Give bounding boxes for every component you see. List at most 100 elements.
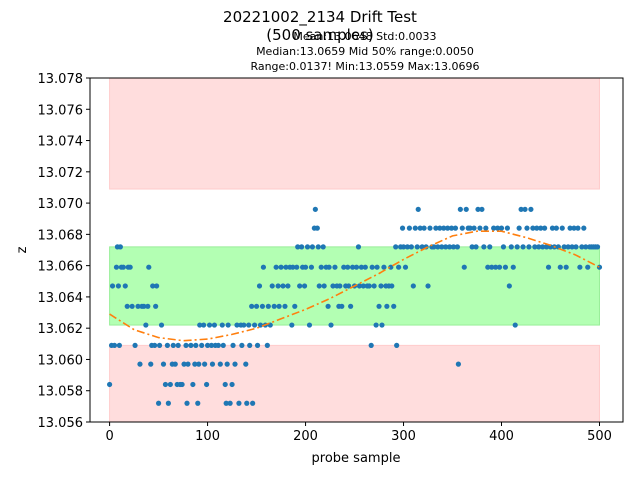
data-point <box>528 206 534 212</box>
data-point <box>506 283 512 289</box>
data-point <box>545 264 552 270</box>
data-point <box>309 244 316 250</box>
data-point <box>127 264 133 270</box>
data-point <box>113 264 120 270</box>
data-point <box>362 264 368 270</box>
data-point <box>265 303 271 309</box>
data-point <box>346 283 352 289</box>
data-point <box>549 225 556 231</box>
data-point <box>341 264 347 270</box>
data-point <box>571 225 577 231</box>
x-tick-label: 0 <box>105 429 113 444</box>
data-point <box>135 303 141 309</box>
data-point <box>391 303 397 309</box>
tolerance-bands <box>109 77 600 423</box>
data-point <box>254 342 261 348</box>
data-point <box>185 361 191 367</box>
data-point <box>421 225 427 231</box>
data-point <box>246 322 252 328</box>
data-point <box>356 283 363 289</box>
data-point <box>557 264 563 270</box>
data-point <box>152 342 158 348</box>
data-point <box>573 244 579 250</box>
y-tick-label: 13.056 <box>38 416 84 431</box>
data-point <box>141 303 147 309</box>
x-tick-label: 300 <box>391 429 416 444</box>
data-point <box>508 244 514 250</box>
x-axis-label: probe sample <box>312 451 401 466</box>
data-point <box>154 283 160 289</box>
data-point <box>115 283 122 289</box>
data-point <box>425 283 431 289</box>
data-point <box>371 283 377 289</box>
data-point <box>477 225 483 231</box>
data-point <box>299 244 305 250</box>
data-point <box>530 225 536 231</box>
data-point <box>518 206 524 212</box>
data-point <box>491 225 497 231</box>
data-point <box>215 342 221 348</box>
x-tick-label: 100 <box>195 429 220 444</box>
data-point <box>179 381 185 388</box>
data-point <box>290 264 296 270</box>
data-point <box>289 322 295 328</box>
data-point <box>376 303 382 309</box>
data-point <box>467 225 473 231</box>
data-point <box>259 303 266 309</box>
data-point <box>563 264 569 270</box>
data-point <box>368 342 374 348</box>
data-point <box>496 264 503 270</box>
data-point <box>561 244 567 250</box>
y-tick-label: 13.060 <box>38 353 84 368</box>
data-point <box>396 264 402 270</box>
data-point <box>137 361 143 367</box>
data-point <box>109 283 116 289</box>
data-point <box>417 225 423 231</box>
data-point <box>172 361 178 367</box>
data-point <box>129 303 135 309</box>
data-point <box>241 322 247 328</box>
data-point <box>306 322 313 328</box>
data-point <box>256 283 263 289</box>
data-point <box>160 361 167 367</box>
data-point <box>223 400 229 406</box>
data-point <box>493 264 499 270</box>
data-point <box>264 342 270 348</box>
data-point <box>203 381 210 388</box>
data-point <box>195 400 201 406</box>
data-point <box>457 206 463 212</box>
data-point <box>502 264 509 270</box>
axis-ticks: 0 100 200 300 400 500 13.056 13.058 13.060 13.062… <box>38 72 612 444</box>
data-point <box>170 342 176 348</box>
data-point <box>415 206 421 212</box>
data-point <box>326 264 332 270</box>
data-point <box>199 342 205 348</box>
y-tick-label: 13.064 <box>38 291 84 306</box>
data-point <box>181 361 187 367</box>
data-point <box>532 244 538 250</box>
data-point <box>522 206 528 212</box>
data-point <box>435 244 441 250</box>
data-point <box>585 264 591 270</box>
data-point <box>353 264 360 270</box>
y-axis-label: z <box>15 246 30 253</box>
data-point <box>565 244 571 250</box>
data-point <box>283 264 289 270</box>
data-point <box>193 342 199 348</box>
data-point <box>295 244 301 250</box>
data-point <box>243 361 249 367</box>
trend-line <box>109 230 600 342</box>
data-point <box>393 244 399 250</box>
data-point <box>461 264 467 270</box>
data-point <box>479 206 485 212</box>
data-point <box>520 244 526 250</box>
data-point <box>384 303 390 309</box>
data-point <box>388 264 394 270</box>
data-point <box>543 244 550 250</box>
data-point <box>219 322 225 328</box>
data-point <box>234 322 240 328</box>
data-point <box>204 342 211 348</box>
data-point <box>148 361 154 367</box>
data-point <box>202 361 208 367</box>
